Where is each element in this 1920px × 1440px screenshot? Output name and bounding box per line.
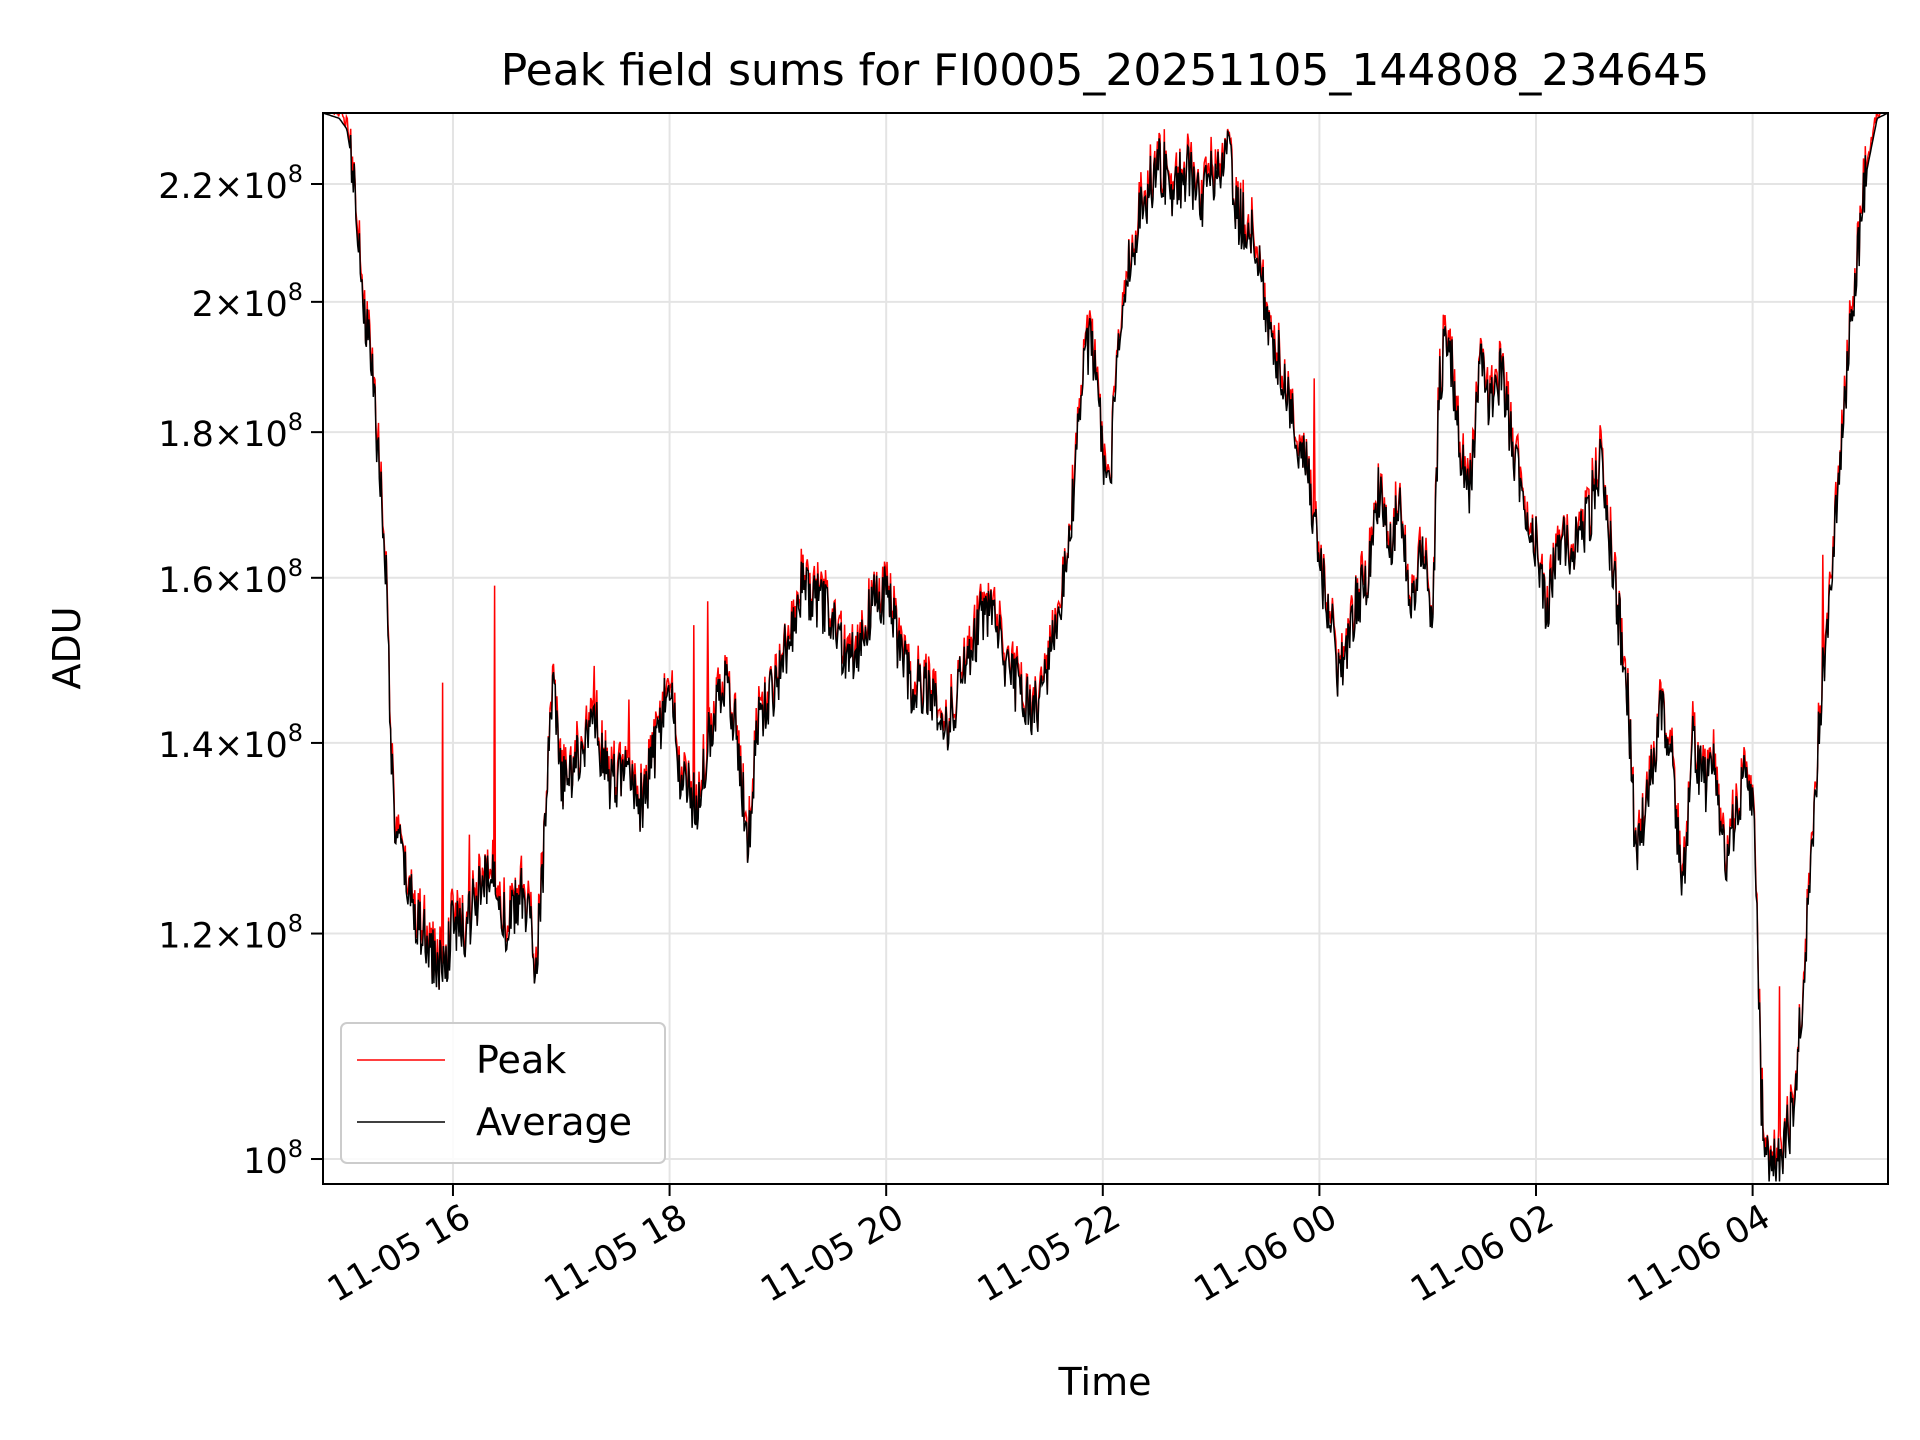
plot-frame xyxy=(322,112,1889,1185)
series-average-line xyxy=(322,112,1889,1182)
y-axis-label: ADU xyxy=(45,606,89,689)
x-axis-label: Time xyxy=(1058,1360,1152,1404)
legend-box xyxy=(340,1022,666,1164)
y-tick-label: 1.2×108 xyxy=(158,910,303,957)
legend-label-average: Average xyxy=(476,1100,632,1144)
y-tick-label: 108 xyxy=(243,1135,303,1182)
y-tick-label: 2.2×108 xyxy=(158,160,303,207)
y-tick-label: 2×108 xyxy=(192,278,303,325)
legend-label-peak: Peak xyxy=(476,1038,566,1082)
y-axis-ticks: 108 1.2×108 1.4×108 1.6×108 1.8×108 2×108 2.2×… xyxy=(158,160,323,1182)
chart-title: Peak field sums for FI0005_20251105_1448… xyxy=(501,45,1710,96)
y-tick-label: 1.6×108 xyxy=(158,554,303,601)
plot-lines xyxy=(322,111,1889,1182)
y-tick-label: 1.4×108 xyxy=(158,719,303,766)
y-tick-label: 1.8×108 xyxy=(158,408,303,455)
legend: Peak Average xyxy=(340,1022,666,1164)
